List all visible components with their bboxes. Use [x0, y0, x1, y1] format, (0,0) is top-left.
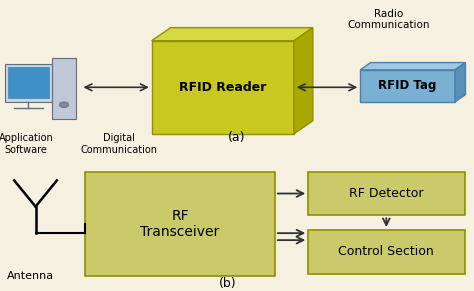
Text: Digital
Communication: Digital Communication — [80, 133, 157, 155]
Polygon shape — [294, 28, 313, 134]
Bar — [5, 64, 52, 102]
Polygon shape — [360, 63, 465, 70]
Text: RFID Reader: RFID Reader — [179, 81, 266, 94]
Bar — [8, 67, 49, 98]
Text: RF
Transceiver: RF Transceiver — [140, 209, 220, 239]
Text: Radio
Communication: Radio Communication — [347, 9, 430, 30]
Text: Application
Software: Application Software — [0, 133, 54, 155]
Text: RF Detector: RF Detector — [349, 187, 424, 200]
Bar — [308, 230, 465, 274]
Bar — [308, 172, 465, 215]
Text: (a): (a) — [228, 131, 246, 144]
Polygon shape — [152, 28, 313, 41]
Polygon shape — [455, 63, 465, 102]
Text: Control Section: Control Section — [338, 245, 434, 258]
Text: (b): (b) — [219, 276, 237, 290]
Text: RFID Tag: RFID Tag — [378, 79, 437, 92]
Circle shape — [59, 102, 69, 108]
Bar — [360, 70, 455, 102]
Bar — [152, 41, 294, 134]
Bar — [85, 172, 275, 276]
Text: Antenna: Antenna — [7, 271, 55, 281]
Bar — [52, 58, 76, 119]
